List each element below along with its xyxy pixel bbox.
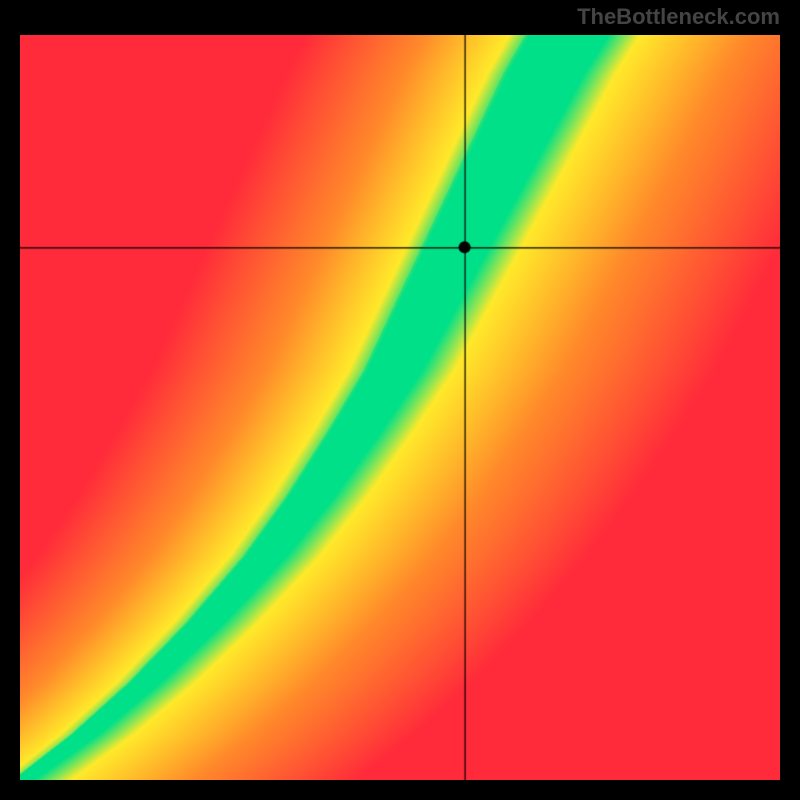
chart-container: TheBottleneck.com <box>0 0 800 800</box>
heatmap-canvas <box>20 35 780 780</box>
heatmap-plot <box>20 35 780 780</box>
attribution-text: TheBottleneck.com <box>577 4 780 30</box>
